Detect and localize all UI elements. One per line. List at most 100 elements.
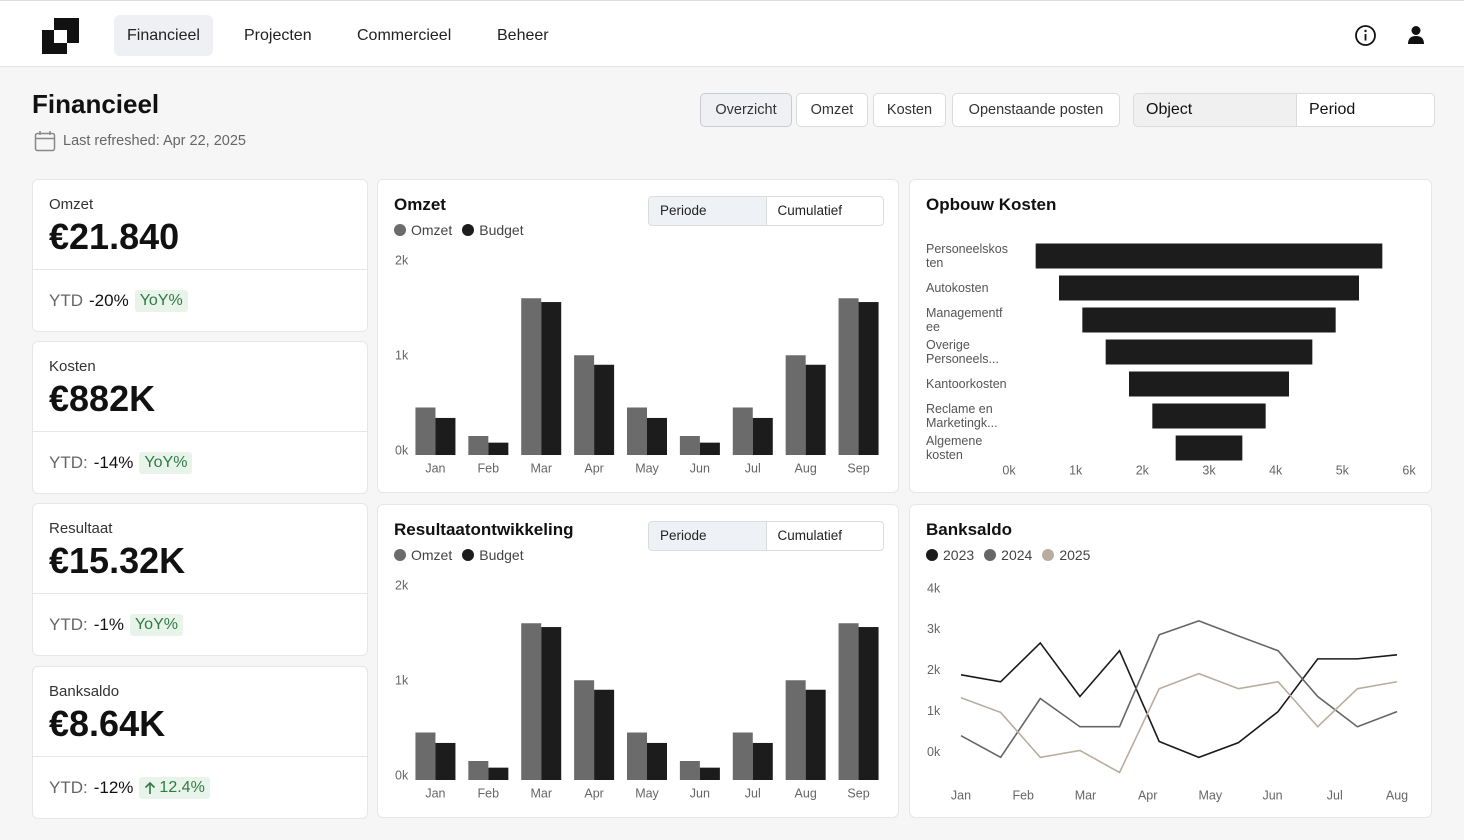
x-tick-label: May [1199, 788, 1223, 802]
y-tick-label: 0k [927, 745, 941, 759]
tab[interactable]: Overzicht [700, 93, 792, 127]
funnel-bar [1105, 339, 1313, 365]
x-tick-label: Apr [584, 786, 603, 800]
bar [541, 627, 562, 780]
ytd-label: YTD: [49, 778, 88, 797]
y-tick-label: Autokosten [926, 281, 989, 295]
kpi-card: Resultaat €15.32K YTD: -1% YoY% [32, 503, 368, 656]
divider [33, 431, 367, 432]
x-tick-label: 4k [1269, 463, 1283, 477]
legend-label: Omzet [411, 547, 453, 563]
x-tick-label: Jun [690, 461, 710, 475]
divider [33, 756, 367, 757]
x-tick-label: Feb [478, 786, 500, 800]
ytd-value: -14% [93, 453, 134, 472]
ytd-value: -12% [93, 778, 134, 797]
bar [679, 436, 700, 455]
nav-item[interactable]: Financieel [114, 15, 213, 56]
filter[interactable]: Object [1134, 94, 1297, 126]
plot: 0k 1k 2k Jan Feb Mar Apr May Jun Jul Aug Sep [395, 578, 879, 800]
kpi-value: €8.64K [49, 703, 166, 744]
funnel-bar [1035, 243, 1383, 269]
x-tick-label: 0k [1002, 463, 1016, 477]
bar [415, 732, 436, 780]
divider [33, 269, 367, 270]
logo [42, 18, 79, 54]
kpi-card: Omzet €21.840 YTD -20% YoY% [32, 179, 368, 332]
toggle-option[interactable]: Periode [649, 522, 767, 550]
legend-item: Budget [462, 547, 524, 563]
ytd-value: -20% [89, 291, 129, 310]
chart-title: Omzet [394, 195, 446, 214]
legend-label: 2024 [1001, 547, 1033, 563]
chart-title: Banksaldo [926, 520, 1012, 539]
toggle-option[interactable]: Cumulatief [777, 203, 843, 218]
bar [679, 761, 700, 780]
info-icon[interactable] [1354, 24, 1377, 47]
y-tick-label: 1k [395, 673, 409, 687]
kpi-label: Omzet [49, 196, 94, 213]
x-tick-label: 2k [1136, 463, 1150, 477]
kpi-label: Banksaldo [49, 683, 120, 700]
legend-item: 2024 [984, 547, 1032, 563]
badge: YoY% [134, 290, 188, 312]
bar [647, 742, 667, 780]
user-icon[interactable] [1406, 25, 1426, 45]
chart-title: Opbouw Kosten [926, 195, 1057, 214]
legend-item: Budget [462, 222, 524, 238]
tab[interactable]: Kosten [873, 93, 946, 127]
legend: 2023 2024 2025 [926, 547, 1090, 563]
x-tick-label: May [635, 786, 659, 800]
calendar-icon [34, 131, 56, 152]
bar [805, 364, 826, 455]
x-tick-label: Jan [425, 461, 445, 475]
y-tick-label: 2k [395, 253, 409, 267]
x-tick-label: Apr [584, 461, 603, 475]
x-tick-label: Aug [1386, 788, 1408, 802]
kpi-ytd: YTD -20% YoY% [49, 290, 188, 312]
x-tick-label: Mar [530, 461, 552, 475]
x-tick-label: 1k [1069, 463, 1083, 477]
legend-swatch [984, 549, 997, 561]
legend-swatch [394, 549, 406, 561]
tab[interactable]: Omzet [796, 93, 868, 127]
x-tick-label: Jan [951, 788, 971, 802]
bar [574, 680, 595, 780]
bar [574, 355, 595, 455]
kpi-value: €15.32K [49, 540, 186, 581]
legend-item: Omzet [394, 547, 452, 563]
bar [838, 298, 859, 455]
funnel-bar [1059, 275, 1359, 301]
y-tick-label: 4k [927, 581, 941, 595]
y-tick-label: 2k [927, 663, 941, 677]
y-tick-label: 1k [927, 704, 941, 718]
bar [488, 767, 509, 780]
legend-label: 2023 [943, 547, 975, 563]
y-tick-label: 2k [395, 578, 409, 592]
legend-swatch [462, 224, 475, 236]
x-tick-label: Sep [847, 461, 869, 475]
bar [647, 417, 667, 455]
top-nav: Financieel Projecten Commercieel Beheer [0, 0, 1464, 67]
ytd-label: YTD [49, 291, 83, 310]
tab[interactable]: Openstaande posten [952, 93, 1120, 127]
chart-card: Banksaldo 2023 2024 2025 0k 1k 2k 3k 4k Jan Feb Mar… [909, 504, 1432, 818]
toggle-option[interactable]: Periode [649, 197, 767, 225]
toggle-option[interactable]: Cumulatief [777, 528, 843, 543]
x-tick-label: Aug [795, 786, 817, 800]
legend-label: 2025 [1059, 547, 1091, 563]
nav-item[interactable]: Commercieel [357, 27, 452, 44]
nav-item[interactable]: Beheer [497, 27, 549, 44]
y-tick-label: 0k [395, 768, 409, 782]
legend-item: 2023 [926, 547, 974, 563]
bar [468, 761, 489, 780]
funnel-bar [1152, 403, 1266, 429]
nav-item[interactable]: Projecten [244, 27, 312, 44]
y-tick-label: Algemene kosten [926, 434, 983, 462]
y-tick-label: Overige Personeels... [926, 338, 999, 366]
x-tick-label: Mar [530, 786, 552, 800]
x-tick-label: Jan [425, 786, 445, 800]
bar [627, 407, 647, 455]
filter[interactable]: Period [1309, 101, 1356, 118]
line-series [960, 672, 1398, 774]
